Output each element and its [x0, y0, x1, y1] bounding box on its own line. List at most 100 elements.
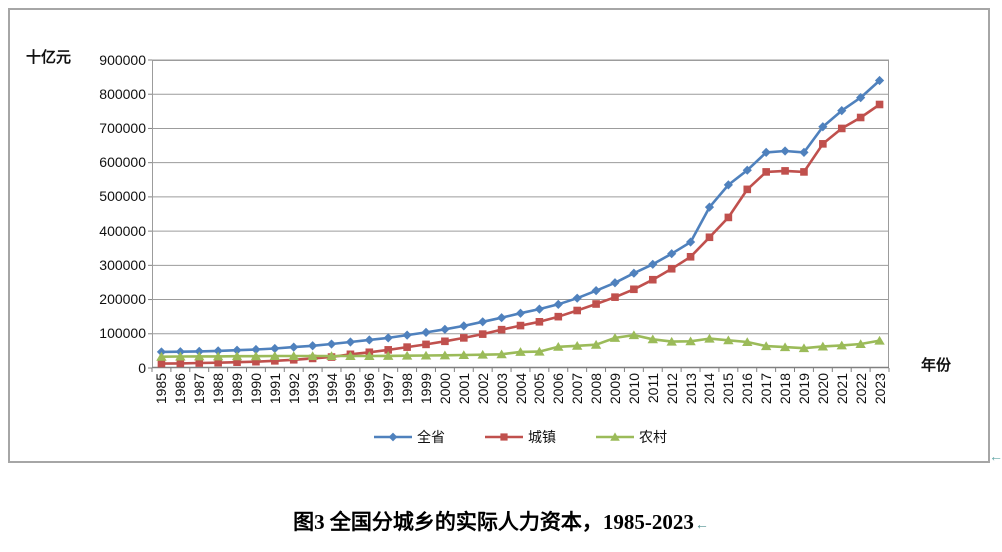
marker-diamond-total: [213, 346, 223, 356]
marker-triangle-rural: [288, 351, 299, 361]
marker-triangle-rural: [250, 351, 262, 361]
marker-triangle-rural: [231, 351, 243, 361]
marker-diamond-total: [648, 259, 658, 269]
marker-square-urban: [724, 213, 733, 222]
y-tick-label: 300000: [99, 256, 146, 273]
marker-triangle-rural: [420, 350, 432, 360]
marker-diamond-total: [383, 333, 393, 343]
marker-triangle-rural: [156, 351, 167, 361]
marker-diamond-total: [497, 313, 507, 323]
marker-triangle-rural: [590, 339, 602, 349]
marker-square-urban: [535, 318, 544, 326]
marker-square-urban: [460, 334, 468, 342]
x-axis-title: 年份: [921, 357, 952, 374]
marker-diamond-total: [837, 106, 847, 116]
marker-diamond-total: [610, 278, 620, 288]
marker-diamond-total: [421, 327, 431, 338]
y-axis-unit-label: 十亿元: [26, 49, 72, 66]
marker-square-urban: [800, 168, 808, 176]
marker-diamond-total: [723, 180, 733, 190]
paragraph-mark-icon: ←: [989, 448, 1002, 464]
marker-square-urban: [554, 312, 563, 321]
marker-diamond-total: [534, 304, 544, 314]
marker-square-urban: [856, 113, 865, 122]
marker-diamond-total: [799, 147, 809, 157]
marker-square-urban: [630, 285, 638, 294]
legend-label-urban: 城镇: [528, 429, 556, 445]
marker-diamond-total: [818, 122, 828, 132]
marker-triangle-rural: [666, 336, 677, 346]
marker-triangle-rural: [458, 350, 470, 359]
marker-triangle-rural: [723, 335, 734, 345]
marker-diamond-total: [289, 342, 299, 352]
legend-label-total: 全省: [417, 429, 445, 445]
marker-diamond-total: [856, 93, 866, 103]
marker-diamond-total: [780, 146, 790, 156]
marker-square-urban: [743, 185, 752, 194]
marker-square-urban: [592, 300, 600, 308]
marker-triangle-rural: [798, 343, 810, 353]
marker-square-urban: [497, 325, 506, 334]
marker-square-urban: [705, 233, 714, 242]
y-tick-label: 900000: [99, 51, 146, 68]
marker-diamond-total: [704, 202, 715, 212]
line-break-mark-icon: ←: [694, 516, 709, 532]
marker-triangle-rural: [609, 333, 621, 342]
legend-item-urban: 城镇: [485, 427, 556, 447]
marker-square-urban: [441, 337, 449, 346]
marker-triangle-rural: [194, 351, 205, 361]
marker-square-urban: [403, 343, 411, 351]
marker-square-urban: [157, 359, 166, 368]
marker-diamond-total: [440, 324, 450, 334]
y-tick-label: 800000: [99, 85, 146, 102]
marker-square-urban: [176, 359, 185, 368]
y-tick-label: 100000: [99, 325, 146, 342]
marker-triangle-rural: [345, 351, 356, 361]
legend-item-rural: 农村: [596, 427, 667, 447]
marker-triangle-rural: [401, 350, 413, 360]
marker-diamond-total: [478, 317, 488, 327]
marker-triangle-rural: [704, 333, 715, 343]
marker-triangle-rural: [742, 337, 753, 346]
marker-triangle-rural: [836, 340, 847, 350]
marker-triangle-rural: [175, 351, 186, 361]
marker-square-urban: [233, 358, 241, 366]
marker-square-urban: [686, 252, 695, 261]
marker-triangle-rural: [685, 336, 696, 346]
y-tick-label: 600000: [99, 154, 146, 171]
marker-triangle-rural: [477, 349, 488, 359]
marker-square-urban: [252, 357, 260, 366]
y-tick-label: 0: [138, 359, 146, 376]
marker-triangle-rural: [269, 351, 281, 361]
marker-triangle-rural: [212, 351, 224, 361]
marker-diamond-total: [591, 286, 601, 296]
marker-triangle-rural: [779, 342, 791, 352]
legend: 全省 城镇 农村: [152, 427, 889, 447]
plot-border: [152, 60, 889, 368]
y-tick-label: 500000: [99, 188, 146, 205]
plot-area: [148, 59, 890, 372]
marker-square-urban: [271, 357, 279, 365]
marker-diamond-total: [629, 268, 639, 278]
legend-item-total: 全省: [374, 427, 445, 447]
marker-triangle-rural: [874, 335, 885, 345]
marker-diamond-total: [402, 330, 412, 340]
marker-triangle-rural: [439, 350, 451, 360]
marker-square-urban: [819, 140, 827, 148]
marker-diamond-total: [326, 339, 337, 349]
marker-square-urban: [648, 275, 657, 284]
marker-triangle-rural: [307, 351, 318, 361]
marker-diamond-total: [874, 75, 885, 86]
figure-caption: 图3 全国分城乡的实际人力资本，1985-2023←: [0, 506, 1002, 536]
legend-swatch-square-icon: [485, 433, 523, 441]
y-tick-label: 200000: [99, 291, 146, 308]
marker-diamond-total: [553, 299, 563, 309]
marker-diamond-total: [742, 165, 752, 175]
marker-triangle-rural: [515, 347, 526, 356]
marker-triangle-rural: [383, 351, 394, 360]
marker-square-urban: [214, 358, 222, 367]
marker-square-urban: [422, 340, 430, 349]
marker-triangle-rural: [534, 346, 545, 356]
chart-frame[interactable]: 十亿元: [8, 8, 990, 463]
